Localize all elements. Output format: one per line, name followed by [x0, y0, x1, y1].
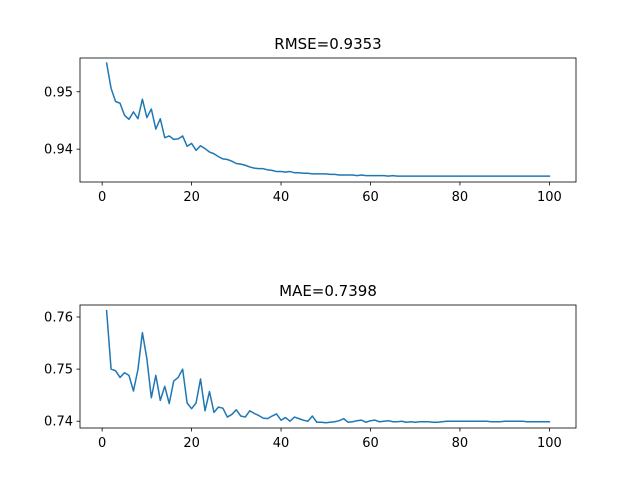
mae-x-tick-label: 20 [183, 436, 200, 451]
mae-title: MAE=0.7398 [279, 282, 377, 300]
mae-x-tick-label: 80 [452, 436, 469, 451]
rmse-y-tick-label: 0.94 [44, 143, 73, 158]
rmse-y-tick-label: 0.95 [44, 85, 73, 100]
mae-y-tick-label: 0.76 [44, 310, 73, 325]
rmse-x-tick-label: 60 [362, 190, 379, 205]
mae-x-tick-label: 100 [537, 436, 562, 451]
rmse-x-tick-label: 40 [273, 190, 290, 205]
mae-x-tick-label: 0 [98, 436, 106, 451]
rmse-x-tick-label: 0 [98, 190, 106, 205]
mae-x-tick-label: 60 [362, 436, 379, 451]
rmse-plot-area: 0 20 40 60 80 100 0.94 0.95 [44, 57, 577, 205]
rmse-x-tick-label: 20 [183, 190, 200, 205]
rmse-x-tick-label: 80 [452, 190, 469, 205]
mae-plot-area: 0 20 40 60 80 100 0.74 0.75 0.76 [44, 304, 577, 451]
mae-y-tick-label: 0.75 [44, 363, 73, 378]
mae-x-tick-label: 40 [273, 436, 290, 451]
mae-axes-frame [79, 304, 577, 429]
rmse-panel: RMSE=0.9353 0 20 40 60 80 100 0.94 0.95 [44, 35, 577, 205]
mae-y-tick-label: 0.74 [44, 415, 73, 430]
rmse-title: RMSE=0.9353 [274, 35, 381, 53]
rmse-series-line [105, 62, 551, 177]
rmse-axes-frame [79, 57, 577, 183]
mae-series-line [105, 309, 551, 424]
mae-panel: MAE=0.7398 0 20 40 60 80 100 0.74 0.75 0.76 [44, 282, 577, 451]
rmse-x-tick-label: 100 [537, 190, 562, 205]
